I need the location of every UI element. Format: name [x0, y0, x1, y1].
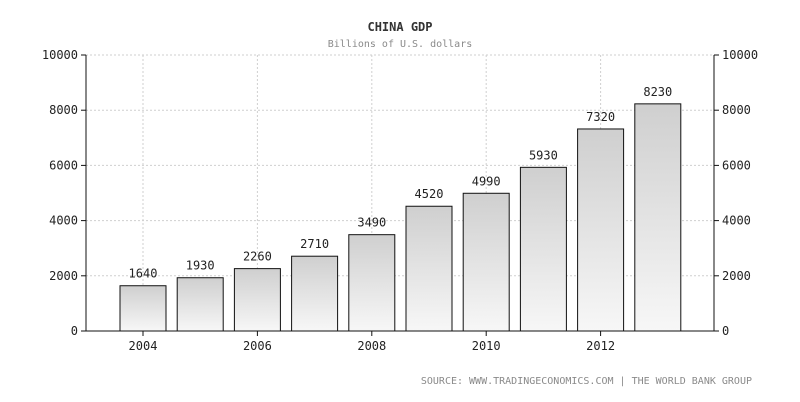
y-tick-label-right: 8000 — [722, 103, 751, 117]
data-label: 3490 — [357, 216, 386, 230]
bar — [119, 285, 167, 332]
data-label: 7320 — [586, 110, 615, 124]
data-label: 1930 — [186, 259, 215, 273]
x-tick-label: 2012 — [586, 339, 615, 353]
axes: 0 0 2000 2000 4000 4000 6000 6000 8000 8000 10000 1… — [42, 48, 758, 353]
y-tick-label-right: 4000 — [722, 214, 751, 228]
data-labels: 1640 1930 2260 2710 3490 4520 4990 5930 7320 8230 — [129, 85, 673, 281]
data-label: 2710 — [300, 237, 329, 251]
bar — [348, 234, 396, 332]
x-tick-label: 2010 — [472, 339, 501, 353]
x-tick-label: 2008 — [357, 339, 386, 353]
data-label: 2260 — [243, 250, 272, 264]
bar — [634, 103, 682, 332]
x-tick-label: 2006 — [243, 339, 272, 353]
y-tick-label-left: 10000 — [42, 48, 78, 62]
bar — [233, 268, 281, 332]
data-label: 5930 — [529, 148, 558, 162]
bar — [291, 255, 339, 332]
bar — [405, 205, 453, 332]
data-label: 4990 — [472, 174, 501, 188]
y-tick-label-right: 10000 — [722, 48, 758, 62]
data-label: 8230 — [643, 85, 672, 99]
data-label: 1640 — [129, 267, 158, 281]
bar — [519, 166, 567, 332]
y-tick-label-left: 6000 — [49, 158, 78, 172]
bar — [176, 277, 224, 332]
bars — [119, 103, 682, 332]
chart-title: CHINA GDP — [367, 20, 432, 34]
y-tick-label-left: 0 — [71, 324, 78, 338]
y-tick-label-left: 8000 — [49, 103, 78, 117]
y-tick-label-left: 2000 — [49, 269, 78, 283]
data-label: 4520 — [415, 187, 444, 201]
chart-subtitle: Billions of U.S. dollars — [328, 39, 473, 50]
bar — [462, 192, 510, 332]
y-tick-label-right: 6000 — [722, 158, 751, 172]
y-tick-label-left: 4000 — [49, 214, 78, 228]
y-tick-label-right: 0 — [722, 324, 729, 338]
source-note: SOURCE: WWW.TRADINGECONOMICS.COM | THE W… — [421, 376, 752, 387]
x-tick-label: 2004 — [129, 339, 158, 353]
bar — [577, 128, 625, 332]
y-tick-label-right: 2000 — [722, 269, 751, 283]
